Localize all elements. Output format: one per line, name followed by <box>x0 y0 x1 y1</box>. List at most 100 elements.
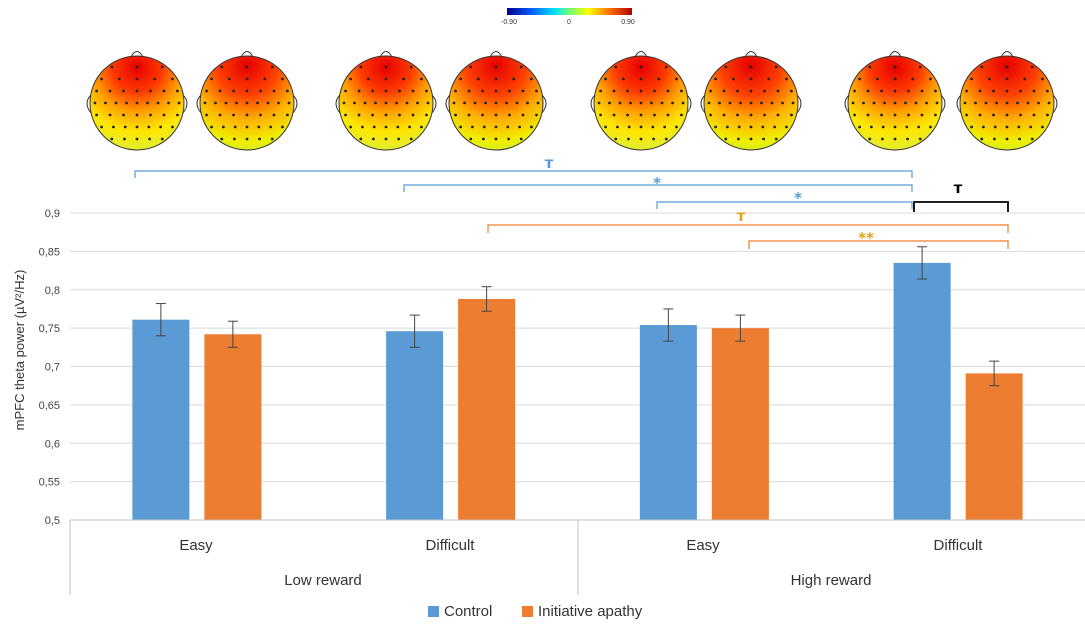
electrode-dot <box>918 137 922 141</box>
electrode-dot <box>232 137 236 141</box>
electrode-dot <box>626 137 630 141</box>
electrode-dot <box>1005 101 1009 105</box>
colorbar-mid-label: 0 <box>567 19 571 26</box>
electrode-dot <box>521 89 525 93</box>
legend-swatch-initiative-apathy <box>522 606 533 617</box>
electrode-dot <box>220 65 224 69</box>
electrode-dot <box>791 101 795 105</box>
electrode-dot <box>639 89 643 93</box>
electrode-dot <box>666 89 670 93</box>
electrode-dot <box>853 89 856 93</box>
electrode-dot <box>749 89 753 93</box>
electrode-dot <box>992 137 996 141</box>
electrode-dot <box>776 89 780 93</box>
electrode-dot <box>156 101 160 105</box>
electrode-dot <box>459 125 462 129</box>
electrode-dot <box>245 125 249 129</box>
y-tick-label: 0,55 <box>39 477 60 489</box>
electrode-dot <box>359 65 363 69</box>
electrode-dot <box>707 101 711 105</box>
electrode-dot <box>205 89 208 93</box>
electrode-dot <box>259 89 262 93</box>
electrode-dot <box>162 89 166 93</box>
category-axis: Easy Difficult Easy Difficult Low reward… <box>69 519 1085 595</box>
electrode-dot <box>270 137 274 141</box>
electrode-dot <box>395 101 398 105</box>
electrode-dot <box>259 113 262 117</box>
electrode-dot <box>160 137 164 141</box>
electrode-dot <box>484 101 487 105</box>
electrode-dot <box>1016 101 1019 105</box>
electrode-dot <box>785 77 788 81</box>
electrode-dot <box>650 101 653 105</box>
electrode-dot <box>907 113 910 117</box>
electrode-dot <box>862 101 865 105</box>
electrode-dot <box>639 101 643 105</box>
electrode-dot <box>1019 89 1022 93</box>
electrode-dot <box>232 113 235 117</box>
electrode-dot <box>507 137 511 141</box>
electrode-dot <box>773 125 777 129</box>
electrode-dot <box>1017 125 1021 129</box>
electrode-dot <box>125 101 128 105</box>
electrode-dot <box>210 77 213 81</box>
topo-head-map <box>86 51 188 151</box>
electrode-dot <box>785 125 788 129</box>
electrode-dot <box>749 101 753 105</box>
electrode-dot <box>467 89 471 93</box>
electrode-dot <box>411 113 415 117</box>
electrode-dot <box>920 113 924 117</box>
electrode-dot <box>639 65 643 69</box>
electrode-dot <box>722 113 726 117</box>
electrode-dot <box>657 77 661 81</box>
electrode-dot <box>664 65 668 69</box>
electrode-dot <box>866 89 870 93</box>
electrode-dot <box>518 125 522 129</box>
electrode-dot <box>270 65 274 69</box>
electrode-dot <box>749 113 753 117</box>
electrode-dot <box>176 113 179 117</box>
significance-marker: ᴛ <box>737 207 746 225</box>
electrode-dot <box>1041 125 1044 129</box>
electrode-dot <box>235 101 238 105</box>
electrode-dot <box>604 125 607 129</box>
colorbar: -0.90 0 0.90 <box>501 8 635 26</box>
electrode-dot <box>272 113 276 117</box>
electrode-dot <box>135 89 139 93</box>
electrode-dot <box>1032 89 1036 93</box>
electrode-dot <box>781 101 784 105</box>
electrode-dot <box>454 113 457 117</box>
topo-head-map <box>590 51 692 151</box>
electrode-dot <box>176 89 179 93</box>
electrode-dot <box>171 125 174 129</box>
electrode-dot <box>476 77 480 81</box>
y-tick-label: 0,85 <box>39 246 60 258</box>
electrode-dot <box>519 137 523 141</box>
electrode-dot <box>718 101 721 105</box>
electrode-dot <box>760 101 763 105</box>
electrode-dot <box>1030 65 1034 69</box>
electrode-dot <box>100 125 103 129</box>
electrode-dot <box>970 77 973 81</box>
electrode-dot <box>203 101 207 105</box>
electrode-dot <box>153 77 157 81</box>
electrode-dot <box>210 125 213 129</box>
electrode-dot <box>963 101 967 105</box>
electrode-dot <box>221 125 225 129</box>
electrode-dot <box>1005 137 1009 141</box>
electrode-dot <box>666 113 670 117</box>
topo-head-map <box>700 51 802 151</box>
electrode-dot <box>258 137 262 141</box>
electrode-dot <box>992 113 995 117</box>
y-tick-label: 0,65 <box>39 400 60 412</box>
electrode-dot <box>508 113 511 117</box>
electrode-dot <box>965 113 968 117</box>
electrode-dot <box>1047 101 1051 105</box>
electrode-dot <box>906 137 910 141</box>
topo-head-map <box>196 51 298 151</box>
topo-head-map <box>445 51 547 151</box>
electrode-dot <box>604 77 607 81</box>
electrode-dot <box>269 125 273 129</box>
significance-brackets: ᴛ * * ᴛ ᴛ ** <box>134 154 1009 249</box>
electrode-dot <box>384 77 388 81</box>
